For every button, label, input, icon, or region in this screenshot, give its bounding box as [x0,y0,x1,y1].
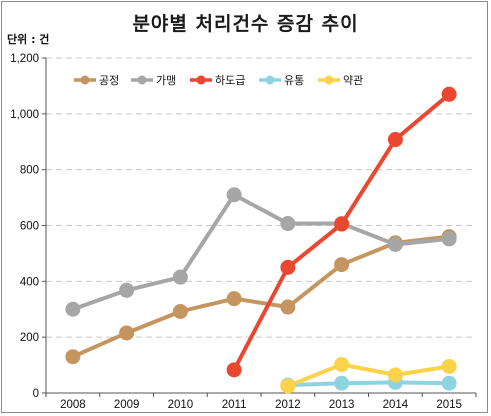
legend-label: 공정 [99,74,119,87]
data-point [280,259,296,275]
data-point [172,269,188,285]
data-point [387,367,403,383]
data-point [441,231,457,247]
series-line [70,234,452,359]
axes [42,57,477,397]
data-point [65,349,81,365]
chart-title: 분야별 처리건수 증감 추이 [132,13,359,35]
x-tick-label: 2012 [275,399,301,411]
data-point [334,357,350,373]
data-point [441,375,457,391]
data-point [119,325,135,341]
data-point [441,358,457,374]
data-point [280,299,296,315]
x-tick-label: 2008 [60,399,86,411]
legend-item: 가맹 [131,74,176,87]
series-가맹 [65,187,457,317]
data-point [172,303,188,319]
data-point [387,132,403,148]
legend-swatch-marker [80,75,90,85]
legend-swatch-marker [137,75,147,85]
x-tick-label: 2015 [436,399,462,411]
y-tick-label: 200 [20,332,39,344]
y-tick-label: 400 [20,276,39,288]
legend-item: 약관 [318,73,363,87]
x-tick-label: 2013 [329,399,355,411]
legend-label: 유통 [284,74,304,87]
data-point [280,378,296,394]
series-line [70,192,452,312]
legend-label: 약관 [343,73,363,87]
legend-item: 하도급 [190,73,245,87]
y-tick-label: 0 [33,388,39,400]
unit-label: 단위 : 건 [7,33,50,46]
x-tick-label: 2014 [383,399,409,411]
y-tick-label: 600 [20,221,39,233]
legend-swatch-marker [265,75,275,85]
y-tick-label: 1,200 [10,53,39,65]
series-line [285,380,452,388]
legend: 공정 가맹 하도급 유통 약관 [74,73,363,87]
data-point [441,86,457,102]
legend-item: 공정 [74,74,119,87]
x-tick-label: 2010 [168,399,194,411]
series-약관 [280,357,457,394]
data-point [387,236,403,252]
series-line [285,362,452,389]
x-tick-label: 2011 [222,399,247,411]
legend-label: 가맹 [156,74,176,87]
y-tick-labels: 0 200 400 600 800 1,000 1,200 [10,53,39,400]
legend-label: 하도급 [215,73,245,87]
y-tick-label: 800 [20,165,39,177]
data-point [226,187,242,203]
data-point [334,216,350,232]
data-point [280,216,296,232]
data-point [65,301,81,317]
data-point [334,257,350,273]
data-point [334,375,350,391]
series-group [65,86,457,394]
y-tick-label: 1,000 [10,109,39,121]
data-point [119,282,135,298]
data-point [226,291,242,307]
legend-swatch-marker [196,75,206,85]
legend-swatch-marker [324,75,334,85]
series-line [232,92,452,372]
x-tick-label: 2009 [114,399,140,411]
x-tick-labels: 2008 2009 2010 2011 2012 2013 2014 2015 [60,399,462,411]
series-하도급 [226,86,457,378]
data-point [226,362,242,378]
legend-item: 유통 [259,74,304,87]
